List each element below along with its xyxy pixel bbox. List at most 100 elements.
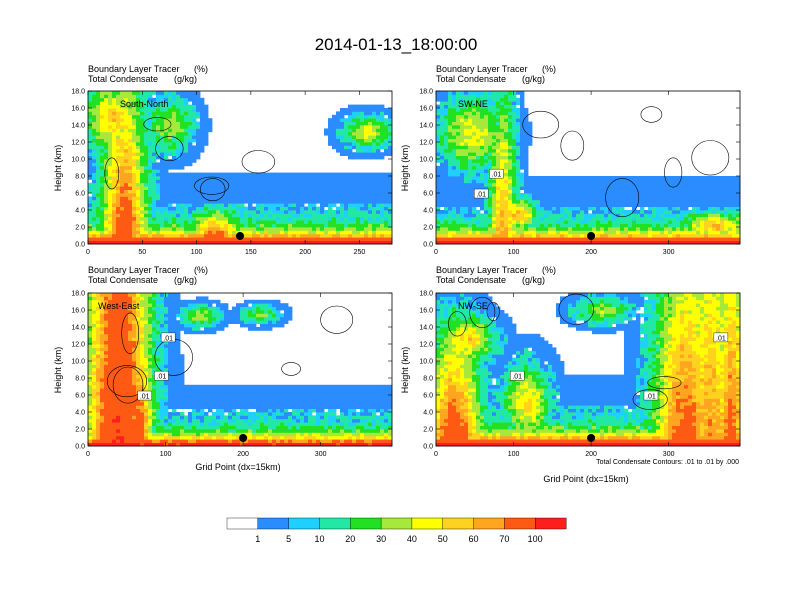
heatmap-cell (184, 216, 189, 221)
heatmap-cell (440, 172, 445, 177)
heatmap-cell (300, 199, 305, 204)
heatmap-cell (372, 108, 377, 112)
heatmap-cell (524, 138, 529, 143)
heatmap-cell (388, 233, 393, 238)
heatmap-cell (124, 145, 129, 150)
heatmap-cell (504, 227, 509, 231)
heatmap-cell (468, 111, 473, 116)
heatmap-cell (352, 142, 357, 146)
heatmap-cell (348, 182, 353, 187)
heatmap-cell (440, 182, 445, 187)
heatmap-cell (328, 193, 333, 197)
heatmap-cell (92, 395, 97, 399)
heatmap-cell (520, 193, 525, 197)
heatmap-cell (460, 206, 465, 211)
heatmap-cell (108, 405, 113, 409)
heatmap-cell (648, 210, 653, 214)
heatmap-cell (504, 138, 509, 143)
heatmap-cell (648, 216, 653, 221)
heatmap-cell (116, 91, 121, 95)
heatmap-cell (252, 240, 257, 245)
heatmap-cell (576, 237, 581, 241)
heatmap-cell (304, 220, 309, 224)
heatmap-cell (124, 114, 129, 119)
heatmap-cell (612, 237, 617, 241)
heatmap-cell (476, 159, 481, 163)
heatmap-cell (444, 145, 449, 150)
heatmap-cell (336, 233, 341, 238)
heatmap-cell (120, 165, 125, 170)
heatmap-cell (464, 152, 469, 156)
heatmap-cell (460, 128, 465, 133)
heatmap-cell (580, 176, 585, 180)
heatmap-cell (180, 125, 185, 129)
heatmap-cell (724, 196, 729, 201)
heatmap-cell (320, 240, 325, 245)
heatmap-cell (440, 233, 445, 238)
heatmap-cell (180, 128, 185, 133)
heatmap-cell (436, 227, 441, 231)
heatmap-cell (512, 193, 517, 197)
heatmap-cell (464, 199, 469, 204)
heatmap-cell (368, 220, 373, 224)
heatmap-cell (152, 186, 157, 190)
heatmap-cell (364, 121, 369, 126)
heatmap-cell (696, 199, 701, 204)
heatmap-cell (104, 344, 109, 348)
heatmap-cell (592, 223, 597, 228)
heatmap-cell (472, 138, 477, 143)
heatmap-cell (100, 429, 105, 433)
heatmap-cell (388, 193, 393, 197)
heatmap-cell (288, 203, 293, 207)
heatmap-cell (496, 145, 501, 150)
heatmap-cell (96, 350, 101, 355)
heatmap-cell (344, 135, 349, 139)
heatmap-cell (624, 186, 629, 190)
heatmap-cell (336, 135, 341, 139)
heatmap-cell (136, 196, 141, 201)
heatmap-cell (292, 230, 297, 235)
heatmap-cell (92, 128, 97, 133)
heatmap-cell (308, 220, 313, 224)
heatmap-cell (472, 125, 477, 129)
heatmap-cell (356, 155, 361, 160)
heatmap-cell (176, 128, 181, 133)
heatmap-cell (120, 135, 125, 139)
heatmap-cell (92, 240, 97, 245)
heatmap-cell (92, 94, 97, 99)
heatmap-cell (696, 176, 701, 180)
heatmap-cell (552, 203, 557, 207)
heatmap-cell (684, 189, 689, 194)
heatmap-cell (188, 237, 193, 241)
heatmap-cell (500, 233, 505, 238)
heatmap-cell (444, 91, 449, 95)
heatmap-cell (444, 230, 449, 235)
heatmap-cell (480, 203, 485, 207)
heatmap-cell (348, 206, 353, 211)
heatmap-cell (496, 233, 501, 238)
heatmap-cell (356, 227, 361, 231)
heatmap-cell (244, 206, 249, 211)
heatmap-cell (612, 196, 617, 201)
heatmap-cell (728, 223, 733, 228)
heatmap-cell (452, 206, 457, 211)
heatmap-cell (456, 182, 461, 187)
heatmap-cell (548, 199, 553, 204)
heatmap-cell (472, 97, 477, 102)
heatmap-cell (340, 220, 345, 224)
heatmap-cell (384, 142, 389, 146)
heatmap-cell (328, 227, 333, 231)
heatmap-cell (468, 199, 473, 204)
heatmap-cell (104, 327, 109, 331)
heatmap-cell (204, 227, 209, 231)
heatmap-cell (200, 148, 205, 153)
heatmap-cell (168, 193, 173, 197)
heatmap-cell (496, 135, 501, 139)
heatmap-cell (112, 104, 117, 109)
heatmap-cell (284, 227, 289, 231)
heatmap-cell (136, 176, 141, 180)
heatmap-cell (236, 182, 241, 187)
heatmap-cell (596, 210, 601, 214)
y-tick-label: 18.0 (419, 89, 433, 96)
heatmap-cell (568, 216, 573, 221)
